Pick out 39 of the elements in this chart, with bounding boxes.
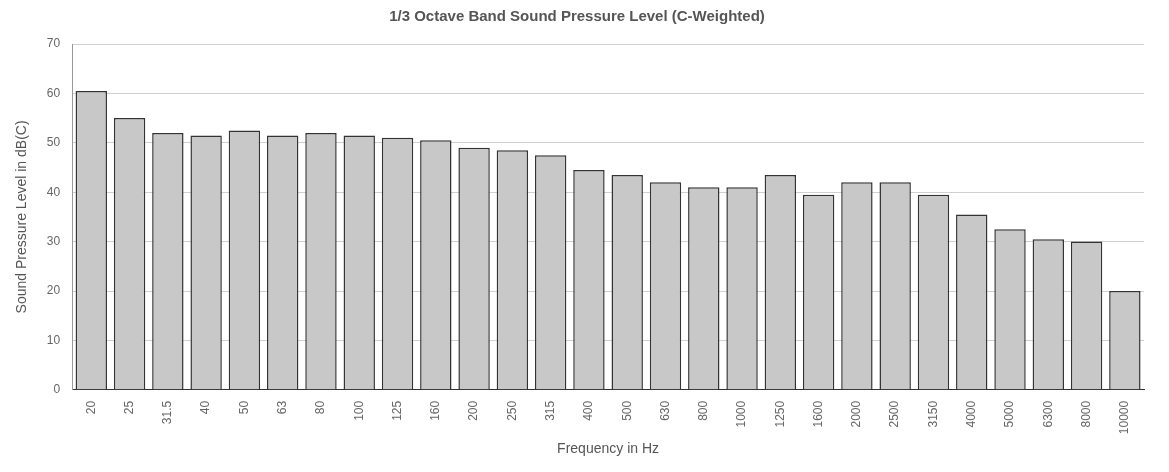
x-tick-label: 4000 xyxy=(964,400,979,428)
x-tick-label: 800 xyxy=(696,400,711,421)
x-tick-label: 10000 xyxy=(1117,400,1132,435)
y-tick-label: 20 xyxy=(46,283,61,298)
x-tick-label: 315 xyxy=(542,400,557,421)
x-tick-label: 31.5 xyxy=(160,400,175,425)
x-tick-label: 630 xyxy=(657,400,672,421)
y-tick-label: 30 xyxy=(46,233,61,248)
x-axis-title: Frequency in Hz xyxy=(557,440,660,457)
x-tick-label: 1600 xyxy=(810,400,825,428)
x-tick-label: 250 xyxy=(504,400,519,421)
x-tick-label: 1250 xyxy=(772,400,787,428)
x-tick-label: 5000 xyxy=(1002,400,1017,428)
y-tick-label: 40 xyxy=(46,184,61,199)
x-tick-label: 100 xyxy=(351,400,366,421)
y-axis-title: Sound Pressure Level in dB(C) xyxy=(13,120,30,314)
x-tick-label: 1000 xyxy=(734,400,749,428)
x-tick-label: 80 xyxy=(313,400,328,415)
x-tick-label: 6300 xyxy=(1040,400,1055,428)
x-tick-label: 3150 xyxy=(925,400,940,428)
chart-title: 1/3 Octave Band Sound Pressure Level (C-Weighted) xyxy=(389,7,765,25)
x-tick-label: 20 xyxy=(83,400,98,415)
x-tick-label: 500 xyxy=(619,400,634,421)
x-tick-label: 160 xyxy=(428,400,443,421)
y-tick-label: 70 xyxy=(46,36,61,51)
x-tick-label: 63 xyxy=(275,400,289,415)
y-tick-label: 50 xyxy=(46,135,61,150)
y-tick-label: 10 xyxy=(46,332,61,347)
x-tick-label: 2500 xyxy=(887,400,902,428)
x-tick-label: 400 xyxy=(581,400,596,421)
x-tick-label: 50 xyxy=(236,400,251,415)
y-tick-label: 0 xyxy=(53,382,61,397)
y-tick-label: 60 xyxy=(46,85,61,100)
x-tick-label: 25 xyxy=(121,400,136,415)
x-tick-label: 2000 xyxy=(849,400,864,428)
x-tick-label: 8000 xyxy=(1078,400,1093,428)
x-tick-label: 125 xyxy=(389,400,404,421)
x-tick-label: 40 xyxy=(198,400,213,415)
x-tick-label: 200 xyxy=(466,400,481,421)
